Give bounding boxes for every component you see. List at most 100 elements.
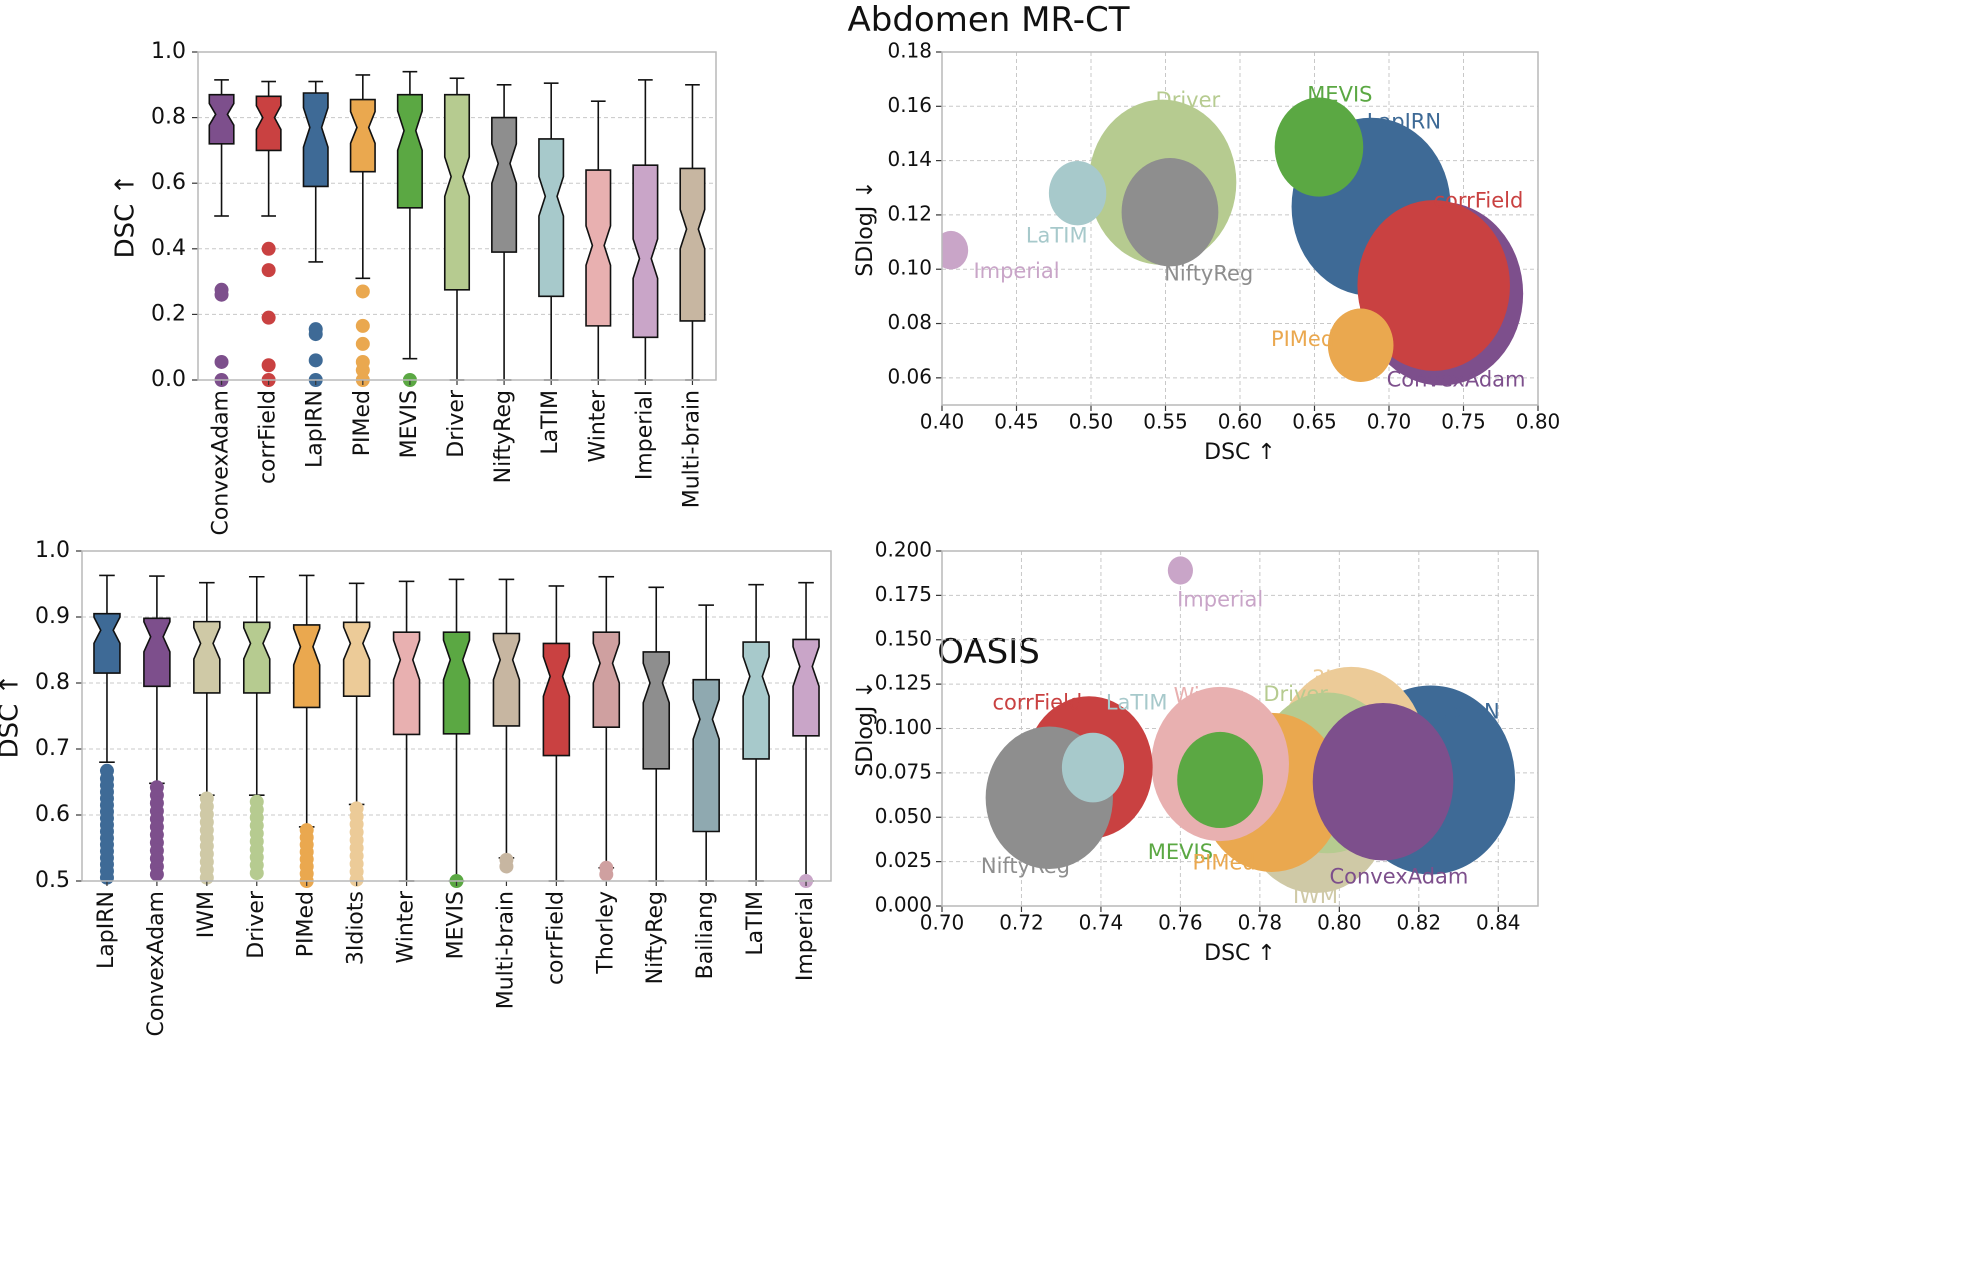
bubble-mevis	[1274, 97, 1364, 197]
box-label: LaTIM	[538, 390, 563, 455]
box-label: NiftyReg	[491, 390, 516, 483]
box-body	[679, 167, 706, 322]
box-label: Driver	[244, 890, 269, 959]
outlier-point	[261, 241, 276, 256]
oasis-bubble-bubbles	[985, 556, 1516, 894]
box-body	[193, 620, 221, 694]
box-label: Driver	[444, 389, 469, 458]
box-thorley: Thorley	[592, 575, 621, 975]
bubble-label-lapirn: LapIRN	[1367, 110, 1441, 134]
box-label: Imperial	[632, 390, 657, 480]
box-body	[792, 638, 820, 737]
box-multi-brain: Multi-brain	[492, 578, 521, 1009]
bubble-label-pimed: PIMed	[1192, 850, 1255, 874]
box-body	[342, 621, 371, 697]
abdomen-boxplot-ytick-label: 0.8	[151, 105, 186, 130]
bubble-label-convexadam: ConvexAdam	[1329, 865, 1468, 889]
box-label: LaTIM	[743, 891, 768, 956]
box-body	[542, 642, 571, 757]
outlier-point	[349, 872, 364, 887]
box-driver: Driver	[443, 77, 471, 458]
box-driver: Driver	[242, 575, 271, 959]
abdomen-bubble-xtick-label: 0.45	[994, 410, 1039, 434]
oasis-boxplot: 0.5 0.6 0.7 0.8 0.9 1.0 LapIRN ConvexAdam IWM Dri…	[0, 538, 832, 1037]
outlier-point	[355, 336, 370, 351]
box-convexadam: ConvexAdam	[143, 575, 171, 1037]
abdomen-boxplot-ylabel: DSC ↑	[111, 174, 141, 259]
box-iwm: IWM	[193, 581, 221, 938]
abdomen-bubble-xtick-label: 0.40	[920, 410, 965, 434]
bubble-label-convexadam: ConvexAdam	[1387, 368, 1526, 392]
bubble-label-imperial: Imperial	[973, 259, 1059, 283]
box-body	[585, 169, 612, 327]
box-body	[396, 93, 423, 209]
bubble-label-driver: Driver	[1263, 682, 1328, 706]
box-corrfield: corrField	[255, 80, 282, 484]
bubble-label-latim: LaTIM	[1106, 691, 1168, 715]
box-body	[208, 93, 235, 145]
bubble-latim	[1061, 732, 1125, 803]
box-body	[592, 631, 621, 729]
oasis-bubble-xtick-label: 0.70	[920, 911, 965, 935]
box-label: PIMed	[350, 390, 375, 456]
oasis-boxplot-ytick-label: 1.0	[35, 538, 70, 563]
abdomen-boxplot-frame	[197, 51, 717, 381]
outlier-point	[308, 327, 323, 342]
box-body	[632, 164, 659, 339]
outlier-point	[261, 263, 276, 278]
oasis-bubble-xlabel: DSC ↑	[1204, 941, 1276, 966]
oasis-bubble-ytick-label: 0.100	[875, 715, 932, 739]
box-body	[292, 624, 321, 709]
bubble-label-mevis: MEVIS	[1148, 840, 1213, 864]
oasis-bubble-xtick-label: 0.84	[1476, 911, 1521, 935]
box-label: LapIRN	[94, 891, 119, 969]
box-label: Thorley	[593, 891, 618, 975]
box-body	[93, 612, 121, 674]
oasis-bubble-xtick-label: 0.82	[1397, 911, 1442, 935]
bubble-label-corrfield: corrField	[1434, 188, 1524, 212]
box-label: MEVIS	[444, 891, 469, 959]
oasis-boxplot-ylabel: DSC ↑	[0, 674, 25, 759]
box-label: NiftyReg	[643, 891, 668, 984]
outlier-point	[214, 287, 229, 302]
bubble-label-3idiots: 3Idiots	[1312, 666, 1383, 690]
outlier-point	[308, 353, 323, 368]
oasis-bubble-ytick-label: 0.075	[875, 759, 932, 783]
oasis-bubble-ytick-label: 0.125	[875, 671, 932, 695]
oasis-bubble-ytick-label: 0.000	[875, 893, 932, 917]
bubble-latim	[1048, 161, 1107, 226]
outlier-point	[355, 363, 370, 378]
box-body	[392, 631, 421, 736]
bubble-convexadam	[1312, 703, 1454, 861]
box-winter: Winter	[585, 100, 612, 463]
oasis-bubble-frame	[941, 550, 1539, 907]
box-label: LapIRN	[303, 390, 328, 468]
box-body	[642, 651, 671, 770]
oasis-bubble-ytick-label: 0.050	[875, 804, 932, 828]
abdomen-boxplot-ytick-label: 0.0	[151, 367, 186, 392]
bubble-label-corrfield: corrField	[992, 691, 1082, 715]
abdomen-bubble-ytick-label: 0.12	[887, 201, 932, 225]
box-body	[443, 93, 471, 291]
box-multi-brain: Multi-brain	[679, 84, 706, 508]
box-niftyreg: NiftyReg	[491, 84, 518, 483]
outlier-point	[261, 310, 276, 325]
box-pimed: PIMed	[349, 74, 376, 456]
oasis-boxplot-ytick-label: 0.6	[35, 802, 70, 827]
bubble-label-niftyreg: NiftyReg	[981, 854, 1070, 878]
abdomen-bubble: 0.40 0.45 0.50 0.55 0.60 0.65 0.70 0.75 0.80 0.06…	[853, 39, 1560, 466]
bubble-niftyreg	[1121, 158, 1219, 267]
oasis-bubble: 0.70 0.72 0.74 0.76 0.78 0.80 0.82 0.84 0.000 0.0…	[853, 538, 1539, 966]
outlier-point	[599, 867, 614, 882]
oasis-bubble-ytick-label: 0.200	[875, 538, 932, 562]
abdomen-bubble-xlabel: DSC ↑	[1204, 440, 1276, 465]
bubble-label-latim: LaTIM	[1026, 224, 1088, 248]
oasis-boxplot-ytick-label: 0.8	[35, 670, 70, 695]
abdomen-bubble-ytick-label: 0.16	[887, 93, 932, 117]
box-winter: Winter	[392, 580, 421, 964]
bubble-label-niftyreg: NiftyReg	[1164, 262, 1253, 286]
box-niftyreg: NiftyReg	[642, 586, 671, 984]
outlier-point	[261, 358, 276, 373]
box-label: ConvexAdam	[209, 390, 234, 536]
abdomen-boxplot-ytick-label: 0.2	[151, 301, 186, 326]
